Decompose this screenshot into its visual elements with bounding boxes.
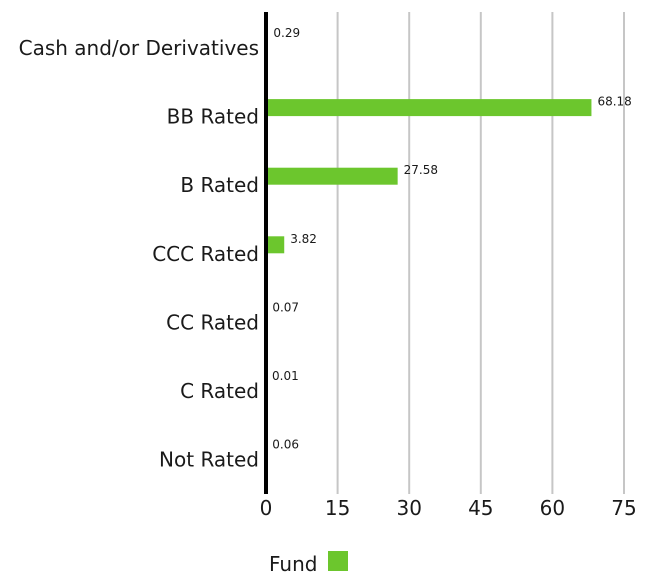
legend-label: Fund: [269, 552, 317, 574]
category-label-bb-rated: BB Rated: [167, 105, 259, 129]
category-labels: Cash and/or Derivatives BB Rated B Rated CC…: [19, 36, 259, 472]
category-label-cash-and-or-derivatives: Cash and/or Derivatives: [19, 36, 259, 60]
x-tick-label-75: 75: [611, 496, 636, 520]
data-label-cc-rated: 0.07: [272, 300, 299, 314]
x-tick-label-60: 60: [540, 496, 565, 520]
bar-b-rated: [266, 167, 398, 185]
category-label-b-rated: B Rated: [180, 173, 259, 197]
category-label-cc-rated: CC Rated: [166, 310, 259, 334]
category-label-not-rated: Not Rated: [159, 448, 259, 472]
data-label-c-rated: 0.01: [272, 369, 299, 383]
data-label-not-rated: 0.06: [272, 438, 299, 452]
data-label-b-rated: 27.58: [404, 163, 438, 177]
legend-swatch: [328, 551, 348, 571]
x-tick-labels: 0 15 30 45 60 75: [260, 496, 637, 520]
category-label-ccc-rated: CCC Rated: [152, 242, 259, 266]
data-label-bb-rated: 68.18: [597, 95, 631, 109]
data-label-ccc-rated: 3.82: [290, 232, 317, 246]
data-label-cash-and-or-derivatives: 0.29: [273, 26, 300, 40]
bar-bb-rated: [266, 99, 592, 117]
bar-ccc-rated: [266, 236, 285, 254]
legend: Fund: [269, 551, 348, 574]
x-tick-label-30: 30: [396, 496, 421, 520]
data-labels: 0.29 68.18 27.58 3.82 0.07 0.01 0.06: [272, 26, 632, 452]
x-tick-label-15: 15: [325, 496, 350, 520]
category-label-c-rated: C Rated: [180, 379, 259, 403]
x-tick-label-0: 0: [260, 496, 273, 520]
gridlines: [336, 12, 625, 494]
x-tick-label-45: 45: [468, 496, 493, 520]
